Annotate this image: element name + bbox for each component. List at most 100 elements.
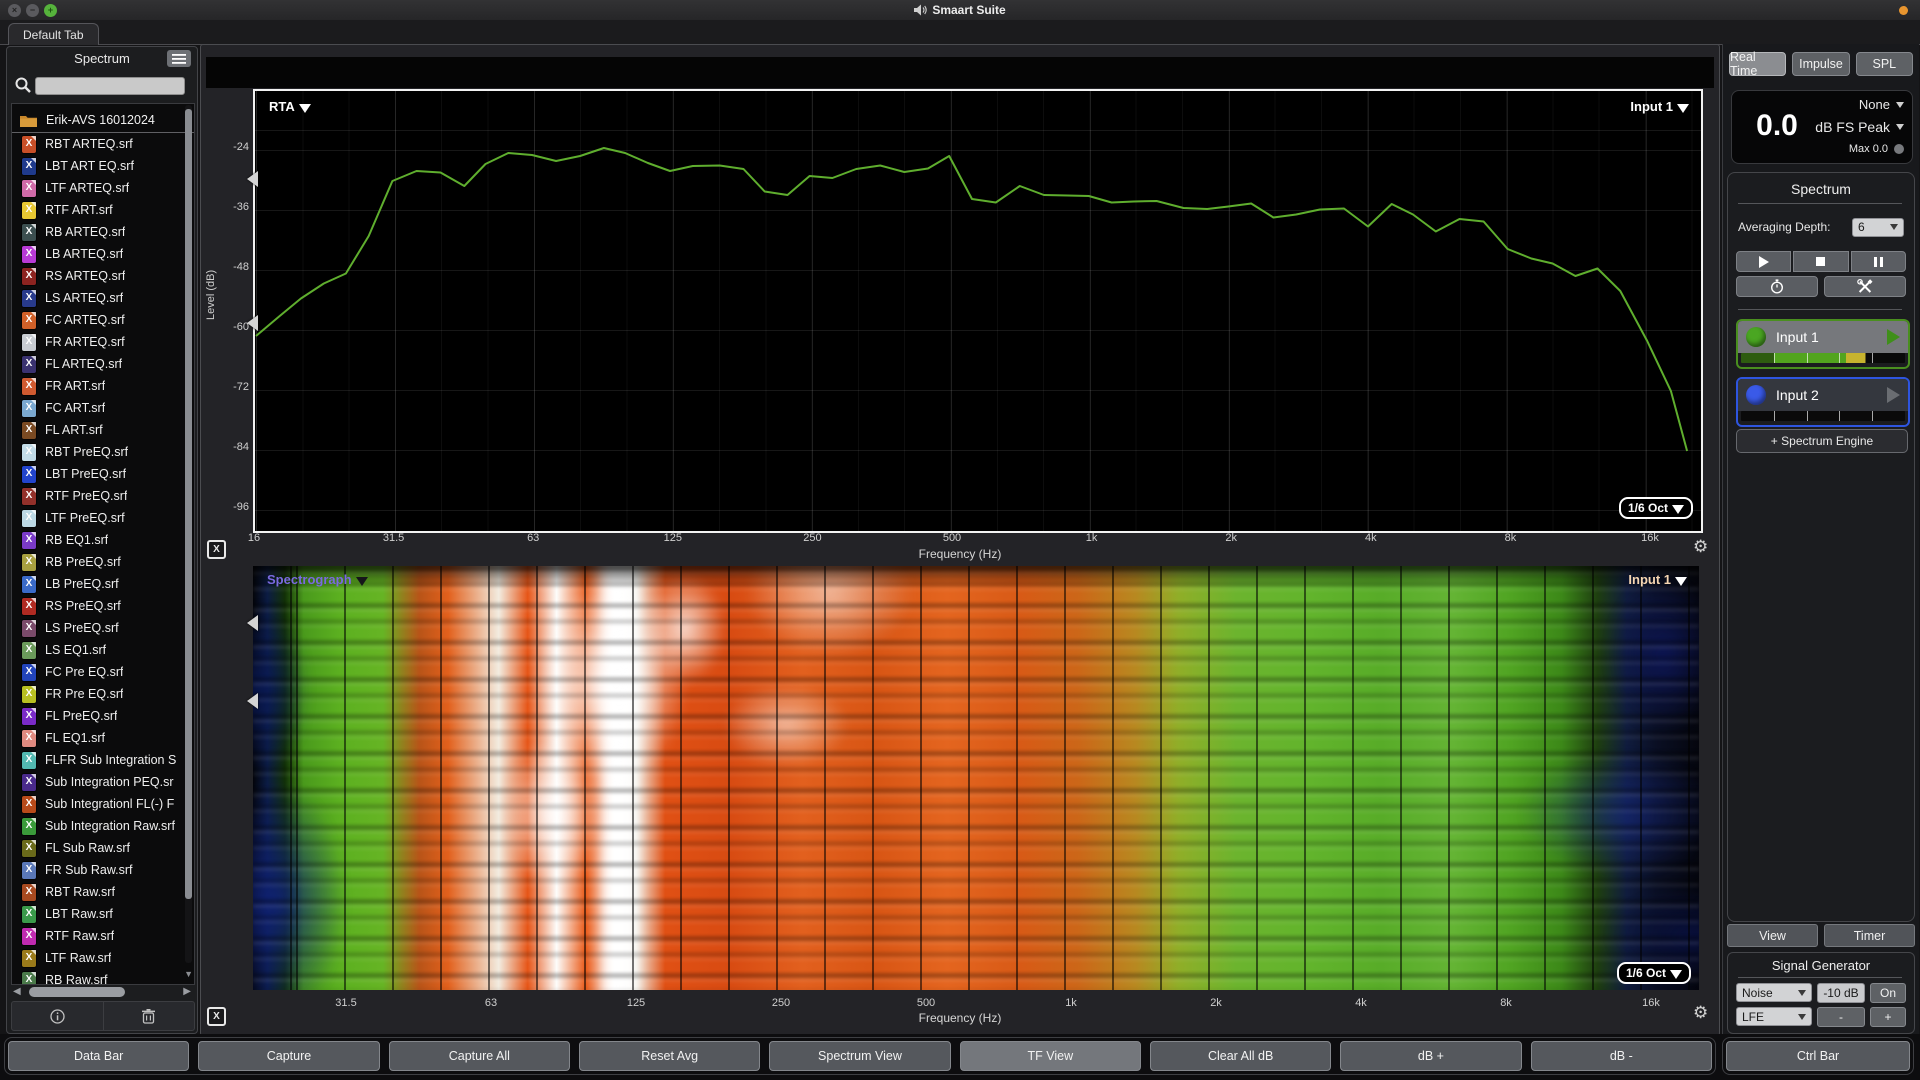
list-item[interactable]: X LBT ART EQ.srf [12,155,194,177]
list-item[interactable]: X RBT ARTEQ.srf [12,133,194,155]
list-item[interactable]: X LBT PreEQ.srf [12,463,194,485]
signal-source-select[interactable]: Noise [1736,983,1812,1002]
list-item[interactable]: X LTF ARTEQ.srf [12,177,194,199]
input-engine-2[interactable]: Input 2 [1736,377,1910,427]
file-list-horizontal-scrollbar[interactable]: ◀ ▶ [13,986,191,997]
list-item[interactable]: X FR ART.srf [12,375,194,397]
input-play-icon[interactable] [1887,329,1900,345]
meter-unit-dropdown[interactable]: dB FS Peak [1815,119,1904,135]
list-item[interactable]: X LTF PreEQ.srf [12,507,194,529]
command-button-db-[interactable]: dB - [1530,1041,1712,1071]
command-button-capture[interactable]: Capture [198,1041,380,1071]
command-button-clear-all-db[interactable]: Clear All dB [1149,1041,1332,1071]
mode-button-impulse[interactable]: Impulse [1792,52,1850,76]
scroll-left-arrow-icon[interactable]: ◀ [13,986,21,997]
sidebar-menu-button[interactable] [167,50,191,67]
rta-chart[interactable]: RTA Input 1 1/6 Oct [253,89,1703,533]
spectrograph-settings-gear-icon[interactable]: ⚙ [1693,1003,1709,1023]
list-item[interactable]: X RTF ART.srf [12,199,194,221]
list-item[interactable]: X RBT Raw.srf [12,881,194,903]
command-button-data-bar[interactable]: Data Bar [8,1041,190,1071]
vertical-scroll-thumb[interactable] [185,109,192,899]
rta-cursor-marker-top[interactable] [247,171,258,187]
spectrograph-chart[interactable]: Spectrograph Input 1 1/6 Oct [253,566,1699,990]
folder-row[interactable]: Erik-AVS 16012024 [12,108,194,133]
list-item[interactable]: X Sub Integration Raw.srf [12,815,194,837]
command-button-db-[interactable]: dB + [1340,1041,1522,1071]
list-item[interactable]: X RB ARTEQ.srf [12,221,194,243]
timer-tab-button[interactable]: Timer [1824,924,1915,947]
list-item[interactable]: X FL EQ1.srf [12,727,194,749]
list-item[interactable]: X Sub Integration PEQ.sr [12,771,194,793]
list-item[interactable]: X FL PreEQ.srf [12,705,194,727]
spectrograph-input-dropdown[interactable]: Input 1 [1628,572,1687,587]
list-item[interactable]: X FL Sub Raw.srf [12,837,194,859]
command-button-tf-view[interactable]: TF View [959,1041,1141,1071]
list-item[interactable]: X FR Sub Raw.srf [12,859,194,881]
rta-input-dropdown[interactable]: Input 1 [1630,99,1689,114]
mode-button-spl[interactable]: SPL [1855,52,1913,76]
list-item[interactable]: X FC ARTEQ.srf [12,309,194,331]
list-item[interactable]: X FC Pre EQ.srf [12,661,194,683]
rta-settings-gear-icon[interactable]: ⚙ [1693,537,1709,557]
list-item[interactable]: X FLFR Sub Integration S [12,749,194,771]
config-tools-button[interactable] [1824,276,1906,297]
list-item[interactable]: X RBT PreEQ.srf [12,441,194,463]
spectrograph-close-button[interactable]: X [207,1007,226,1026]
mode-button-real-time[interactable]: Real Time [1729,50,1787,78]
window-zoom-button[interactable]: + [44,4,57,17]
averaging-depth-select[interactable]: 6 [1852,217,1904,237]
rta-banding-dropdown[interactable]: 1/6 Oct [1618,497,1693,519]
signal-level-plus-button[interactable]: + [1870,1007,1906,1027]
scroll-down-arrow-icon[interactable]: ▼ [184,969,193,979]
command-button-ctrl-bar[interactable]: Ctrl Bar [1726,1041,1910,1071]
info-button[interactable] [12,1002,104,1030]
list-item[interactable]: X Sub Integrationl FL(-) F [12,793,194,815]
view-button[interactable]: View [1727,924,1818,947]
list-item[interactable]: X LBT Raw.srf [12,903,194,925]
list-item[interactable]: X FL ART.srf [12,419,194,441]
signal-level-minus-button[interactable]: - [1817,1007,1865,1027]
file-list-vertical-scrollbar[interactable] [185,105,192,963]
pause-button[interactable] [1850,251,1906,272]
list-item[interactable]: X LTF Raw.srf [12,947,194,969]
list-item[interactable]: X RTF PreEQ.srf [12,485,194,507]
list-item[interactable]: X FR Pre EQ.srf [12,683,194,705]
list-item[interactable]: X LB PreEQ.srf [12,573,194,595]
play-button[interactable] [1736,251,1792,272]
signal-channel-select[interactable]: LFE [1736,1007,1812,1026]
list-item[interactable]: X RB PreEQ.srf [12,551,194,573]
list-item[interactable]: X RB Raw.srf [12,969,194,984]
spectrograph-marker-bottom[interactable] [247,693,258,709]
command-button-spectrum-view[interactable]: Spectrum View [769,1041,951,1071]
command-button-capture-all[interactable]: Capture All [388,1041,570,1071]
window-minimize-button[interactable]: − [26,4,39,17]
spectrograph-marker-top[interactable] [247,615,258,631]
timer-button[interactable] [1736,276,1818,297]
horizontal-scroll-thumb[interactable] [29,987,125,997]
list-item[interactable]: X FC ART.srf [12,397,194,419]
spectrograph-type-dropdown[interactable]: Spectrograph [267,572,368,587]
spectrograph-banding-dropdown[interactable]: 1/6 Oct [1616,962,1691,984]
input-engine-1[interactable]: Input 1 [1736,319,1910,369]
list-item[interactable]: X FR ARTEQ.srf [12,331,194,353]
tab-default[interactable]: Default Tab [8,23,99,45]
list-item[interactable]: X LS PreEQ.srf [12,617,194,639]
input-play-icon[interactable] [1887,387,1900,403]
command-button-reset-avg[interactable]: Reset Avg [578,1041,761,1071]
list-item[interactable]: X LS ARTEQ.srf [12,287,194,309]
signal-level-field[interactable]: -10 dB [1817,983,1865,1003]
rta-close-button[interactable]: X [207,540,226,559]
list-item[interactable]: X RS PreEQ.srf [12,595,194,617]
signal-on-button[interactable]: On [1870,983,1906,1003]
list-item[interactable]: X LB ARTEQ.srf [12,243,194,265]
stop-button[interactable] [1793,251,1849,272]
search-input[interactable] [35,77,185,95]
list-item[interactable]: X RTF Raw.srf [12,925,194,947]
list-item[interactable]: X LS EQ1.srf [12,639,194,661]
list-item[interactable]: X FL ARTEQ.srf [12,353,194,375]
list-item[interactable]: X RS ARTEQ.srf [12,265,194,287]
meter-source-dropdown[interactable]: None [1859,97,1904,112]
rta-type-dropdown[interactable]: RTA [269,99,311,114]
add-spectrum-engine-button[interactable]: + Spectrum Engine [1736,429,1908,453]
